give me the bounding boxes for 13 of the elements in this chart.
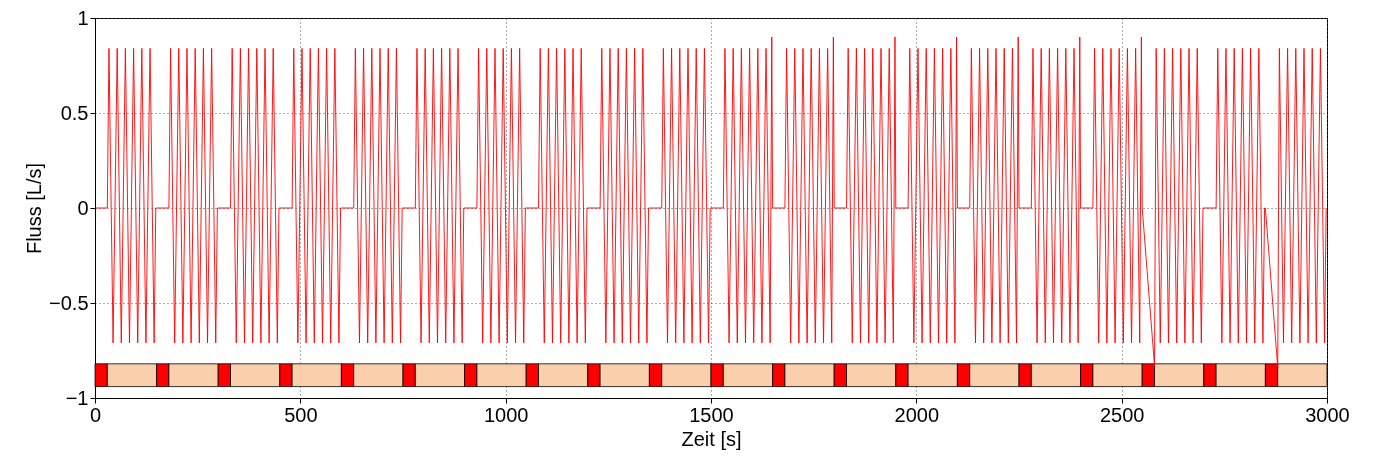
x-tick-label: 3000 [1305, 403, 1350, 426]
y-tick-label: 1 [77, 6, 89, 29]
x-axis-title: Zeit [s] [681, 427, 742, 450]
x-tick-label: 2500 [1099, 403, 1145, 426]
x-tick-label: 2000 [894, 403, 940, 426]
x-tick-label: 1000 [483, 403, 529, 426]
y-axis-title: Fluss [L/s] [23, 162, 46, 255]
y-tick-label: −1 [65, 386, 89, 409]
y-tick-label: 0.5 [60, 101, 89, 124]
y-tick-label: 0 [77, 196, 89, 219]
x-tick-label: 1500 [689, 403, 734, 426]
x-tick-label: 500 [284, 403, 318, 426]
y-tick-label: −0.5 [49, 291, 89, 314]
